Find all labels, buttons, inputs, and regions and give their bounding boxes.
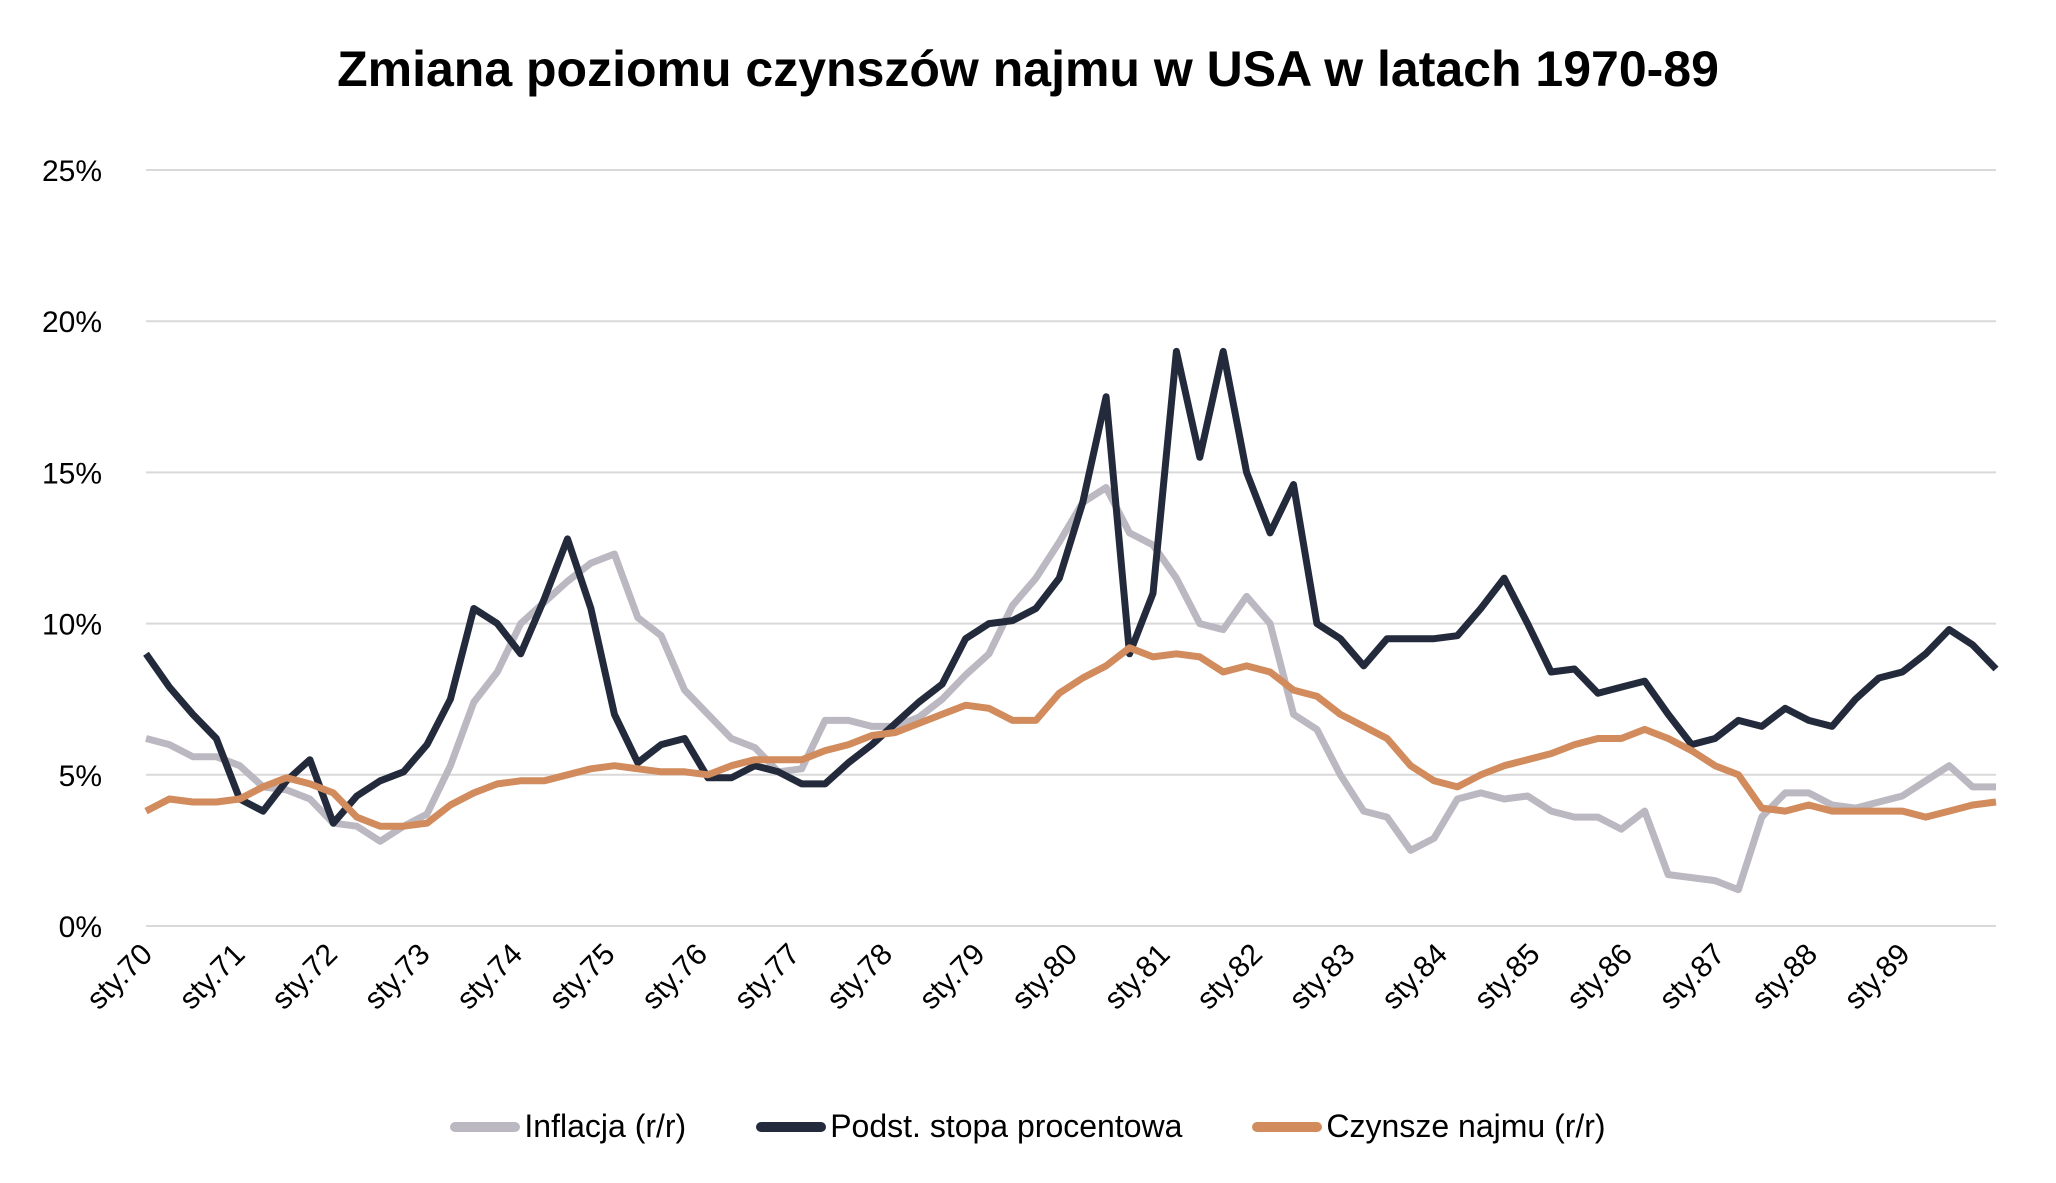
x-tick-label: sty.71	[173, 938, 251, 1016]
legend-label: Czynsze najmu (r/r)	[1326, 1108, 1606, 1144]
y-tick-label: 10%	[42, 609, 102, 642]
x-tick-label: sty.70	[81, 938, 159, 1016]
x-tick-label: sty.81	[1098, 938, 1176, 1016]
y-tick-label: 25%	[42, 155, 102, 188]
x-tick-label: sty.86	[1561, 938, 1639, 1016]
y-tick-label: 0%	[59, 911, 102, 944]
x-tick-label: sty.84	[1376, 938, 1454, 1016]
x-tick-label: sty.82	[1191, 938, 1269, 1016]
x-tick-label: sty.85	[1468, 938, 1546, 1016]
legend-swatch	[756, 1121, 827, 1132]
line-chart: 0% 5% 10% 15% 20% 25% sty.70 sty.71 sty.72 sty.73…	[42, 155, 1999, 1016]
legend-item-inflation: Inflacja (r/r)	[450, 1108, 686, 1145]
series-line-0	[145, 484, 1996, 894]
legend-item-interest-rate: Podst. stopa procentowa	[756, 1108, 1182, 1145]
x-tick-label: sty.87	[1653, 938, 1731, 1016]
legend: Inflacja (r/r) Podst. stopa procentowa C…	[0, 1108, 2056, 1145]
x-tick-label: sty.79	[913, 938, 991, 1016]
legend-item-rent: Czynsze najmu (r/r)	[1252, 1108, 1606, 1145]
x-tick-label: sty.89	[1838, 938, 1916, 1016]
chart-title: Zmiana poziomu czynszów najmu w USA w la…	[337, 41, 1719, 97]
legend-label: Inflacja (r/r)	[524, 1108, 687, 1144]
x-tick-label: sty.88	[1746, 938, 1824, 1016]
x-tick-label: sty.83	[1283, 938, 1361, 1016]
x-tick-label: sty.74	[451, 938, 529, 1016]
x-tick-label: sty.78	[821, 938, 899, 1016]
x-tick-label: sty.75	[543, 938, 621, 1016]
legend-label: Podst. stopa procentowa	[830, 1108, 1183, 1144]
x-tick-label: sty.80	[1006, 938, 1084, 1016]
x-tick-label: sty.77	[728, 938, 806, 1016]
series-line-1	[143, 347, 1999, 827]
x-tick-label: sty.72	[266, 938, 344, 1016]
legend-swatch	[450, 1121, 521, 1132]
y-tick-label: 20%	[42, 306, 102, 339]
series-line-2	[144, 644, 1997, 830]
x-tick-label: sty.73	[358, 938, 436, 1016]
y-tick-label: 5%	[59, 760, 102, 793]
y-tick-label: 15%	[42, 457, 102, 490]
x-tick-label: sty.76	[636, 938, 714, 1016]
legend-swatch	[1252, 1121, 1323, 1132]
